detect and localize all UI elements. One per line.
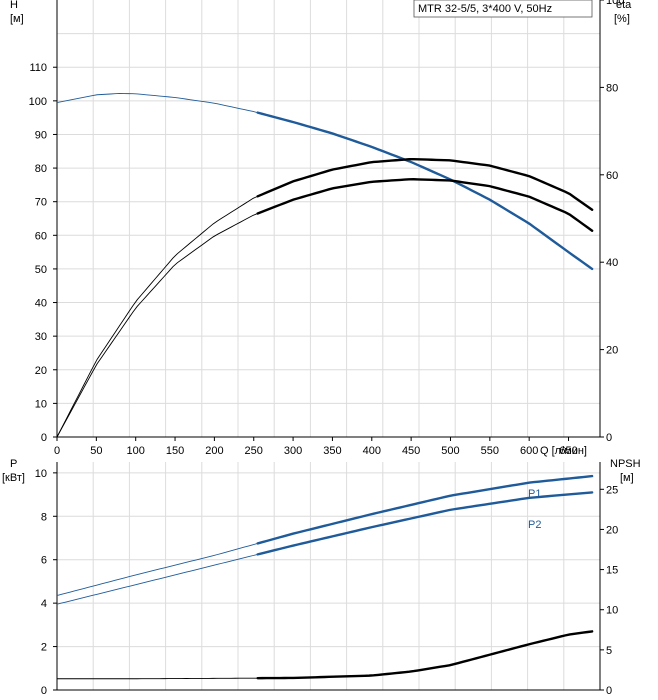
grid-layer [53, 0, 604, 691]
y-tick-label: 50 [35, 264, 47, 276]
curve-operating [256, 491, 594, 556]
head-axis-unit: [м] [10, 13, 24, 25]
npsh-axis-label: NPSH [610, 458, 641, 470]
y-tick-label: 80 [35, 163, 47, 175]
y-tick-label: 110 [29, 62, 47, 74]
x-tick-label: 50 [90, 445, 102, 457]
x-tick-label: 150 [166, 445, 184, 457]
y-tick-label: 4 [41, 598, 47, 610]
y2-tick-label: 60 [606, 170, 618, 182]
y-tick-label: 10 [35, 398, 47, 410]
flow-axis-label: Q [л/мин] [540, 445, 587, 457]
y-tick-label: 70 [35, 197, 47, 209]
x-tick-label: 300 [284, 445, 302, 457]
curve-operating [256, 157, 594, 211]
y2-tick-label: 100 [606, 0, 624, 7]
x-tick-label: 350 [323, 445, 341, 457]
x-tick-label: 450 [402, 445, 420, 457]
curve-thin [56, 93, 593, 270]
x-tick-label: 500 [441, 445, 459, 457]
y-tick-label: 6 [41, 555, 47, 567]
p2-series-label: P2 [528, 519, 541, 531]
curves-layer [56, 93, 594, 680]
power-axis-unit: [кВт] [2, 472, 25, 484]
y2-tick-label: 5 [606, 645, 612, 657]
power-axis-label: P [10, 458, 17, 470]
x-tick-label: 650 [559, 445, 577, 457]
y2-tick-label: 0 [606, 432, 612, 444]
y-tick-label: 2 [41, 642, 47, 654]
x-tick-label: 0 [54, 445, 60, 457]
y-tick-label: 60 [35, 230, 47, 242]
p1-series-label: P1 [528, 488, 541, 500]
curve-thin [56, 491, 593, 605]
curve-operating [256, 111, 594, 271]
y-tick-label: 90 [35, 129, 47, 141]
curve-thin [56, 475, 593, 596]
y2-tick-label: 25 [606, 484, 618, 496]
curve-thin [57, 630, 593, 680]
head-axis-label: H [10, 0, 18, 11]
curve-thin [56, 178, 593, 438]
y-tick-label: 8 [41, 511, 47, 523]
y-tick-label: 10 [35, 468, 47, 480]
y2-tick-label: 80 [606, 82, 618, 94]
x-tick-label: 100 [127, 445, 145, 457]
curve-operating [256, 474, 594, 545]
y2-tick-label: 10 [606, 605, 618, 617]
y-tick-label: 20 [35, 365, 47, 377]
y-tick-label: 0 [41, 685, 47, 697]
x-tick-label: 600 [520, 445, 538, 457]
x-tick-label: 550 [481, 445, 499, 457]
y-tick-label: 40 [35, 298, 47, 310]
y2-tick-label: 0 [606, 685, 612, 697]
eta-axis-label: eta [616, 0, 632, 11]
curve-operating [256, 630, 594, 680]
curve-operating [256, 178, 594, 232]
x-tick-label: 250 [245, 445, 263, 457]
y-tick-label: 0 [41, 432, 47, 444]
y2-tick-label: 20 [606, 345, 618, 357]
y2-tick-label: 40 [606, 257, 618, 269]
chart-title: MTR 32-5/5, 3*400 V, 50Hz [418, 3, 552, 15]
eta-axis-unit: [%] [614, 13, 630, 25]
y-tick-label: 100 [29, 96, 47, 108]
curve-thin [56, 158, 593, 438]
x-tick-label: 200 [205, 445, 223, 457]
y2-tick-label: 20 [606, 524, 618, 536]
x-tick-label: 400 [363, 445, 381, 457]
title-box [413, 0, 593, 18]
y-tick-label: 30 [35, 331, 47, 343]
y2-tick-label: 15 [606, 565, 618, 577]
npsh-axis-unit: [м] [620, 472, 634, 484]
